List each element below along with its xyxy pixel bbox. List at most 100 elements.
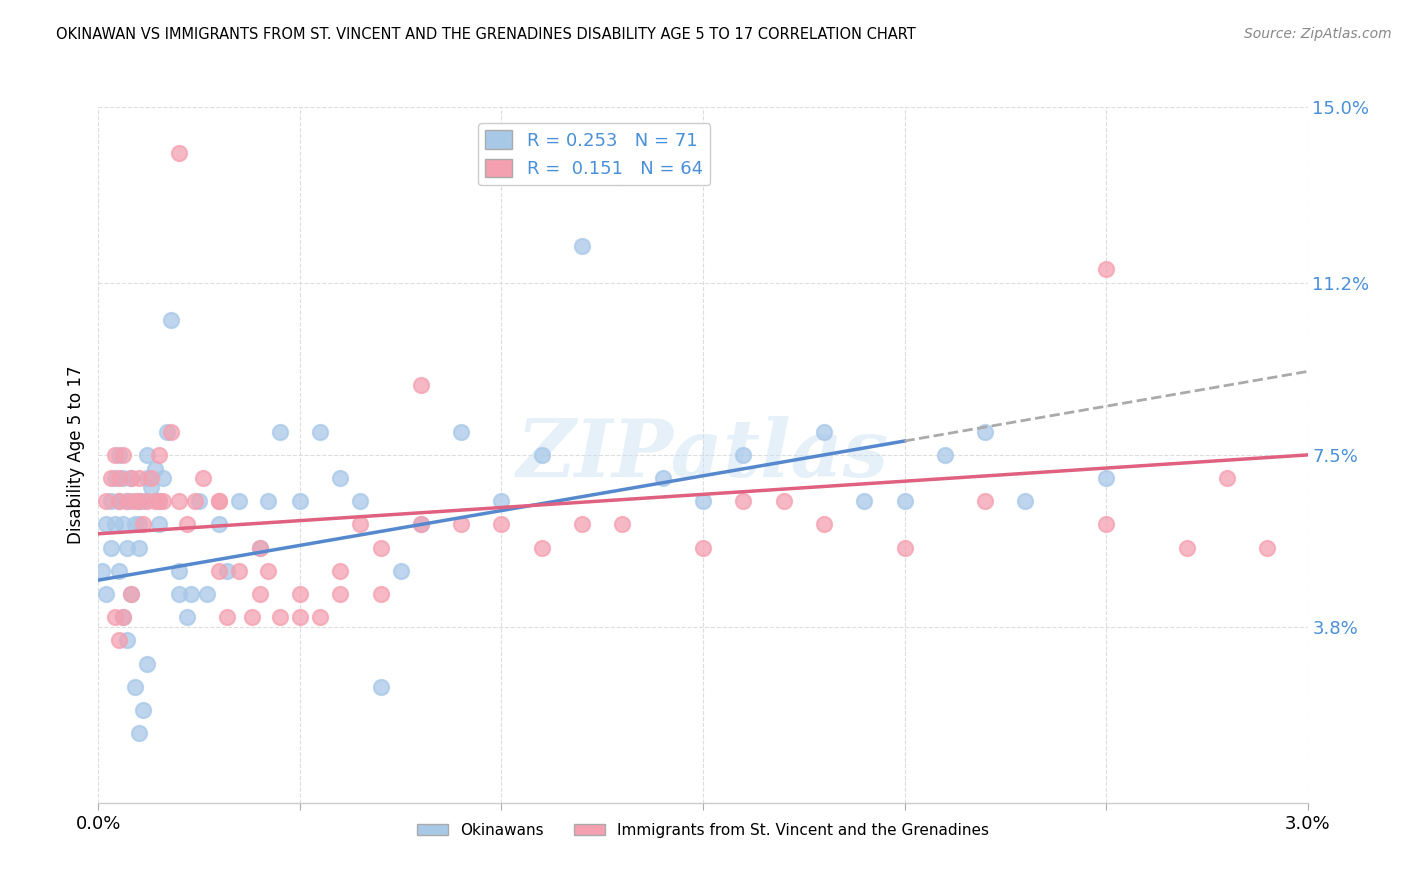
Point [176, 610, 198, 624]
Point [853, 494, 876, 508]
Point [167, 564, 190, 578]
Point [1175, 541, 1198, 555]
Point [100, 471, 122, 485]
Point [1216, 471, 1239, 485]
Point [135, 471, 157, 485]
Point [188, 494, 211, 508]
Point [217, 610, 239, 624]
Point [530, 541, 553, 555]
Point [692, 541, 714, 555]
Point [193, 471, 215, 485]
Point [974, 494, 997, 508]
Point [167, 494, 190, 508]
Point [111, 471, 134, 485]
Point [124, 517, 146, 532]
Point [450, 517, 472, 532]
Point [111, 610, 134, 624]
Point [107, 494, 129, 508]
Point [91, 564, 114, 578]
Point [195, 587, 218, 601]
Point [409, 378, 432, 392]
Point [934, 448, 956, 462]
Point [288, 610, 311, 624]
Point [111, 448, 134, 462]
Point [143, 462, 166, 476]
Y-axis label: Disability Age 5 to 17: Disability Age 5 to 17 [66, 366, 84, 544]
Point [135, 494, 157, 508]
Point [228, 494, 250, 508]
Point [103, 471, 125, 485]
Point [124, 494, 146, 508]
Point [148, 494, 170, 508]
Point [128, 471, 150, 485]
Point [1095, 262, 1118, 277]
Point [893, 541, 915, 555]
Point [208, 494, 231, 508]
Point [167, 146, 190, 161]
Point [120, 471, 142, 485]
Point [132, 494, 155, 508]
Point [160, 425, 183, 439]
Point [103, 448, 125, 462]
Point [100, 494, 122, 508]
Point [132, 517, 155, 532]
Point [135, 448, 157, 462]
Point [128, 494, 150, 508]
Text: Source: ZipAtlas.com: Source: ZipAtlas.com [1244, 27, 1392, 41]
Point [135, 657, 157, 671]
Point [974, 425, 997, 439]
Point [208, 494, 231, 508]
Point [176, 517, 198, 532]
Point [733, 494, 755, 508]
Point [692, 494, 714, 508]
Point [128, 517, 150, 532]
Point [240, 610, 263, 624]
Point [115, 541, 138, 555]
Point [107, 564, 129, 578]
Point [349, 494, 371, 508]
Point [491, 517, 513, 532]
Point [249, 541, 271, 555]
Point [349, 517, 371, 532]
Point [103, 517, 125, 532]
Point [96, 494, 118, 508]
Point [651, 471, 673, 485]
Point [1095, 471, 1118, 485]
Point [249, 541, 271, 555]
Point [96, 587, 118, 601]
Point [612, 517, 634, 532]
Point [107, 448, 129, 462]
Point [115, 494, 138, 508]
Point [148, 448, 170, 462]
Point [124, 680, 146, 694]
Point [143, 494, 166, 508]
Point [389, 564, 412, 578]
Point [132, 703, 155, 717]
Point [160, 313, 183, 327]
Point [107, 633, 129, 648]
Legend: Okinawans, Immigrants from St. Vincent and the Grenadines: Okinawans, Immigrants from St. Vincent a… [411, 817, 995, 844]
Point [167, 587, 190, 601]
Point [288, 494, 311, 508]
Point [893, 494, 915, 508]
Point [120, 494, 142, 508]
Point [571, 239, 593, 253]
Point [612, 169, 634, 184]
Point [100, 541, 122, 555]
Point [329, 564, 352, 578]
Point [208, 517, 231, 532]
Point [180, 587, 202, 601]
Point [152, 494, 174, 508]
Point [269, 610, 291, 624]
Point [139, 471, 162, 485]
Point [733, 448, 755, 462]
Point [96, 517, 118, 532]
Point [217, 564, 239, 578]
Text: ZIPatlas: ZIPatlas [517, 417, 889, 493]
Point [813, 517, 835, 532]
Point [111, 517, 134, 532]
Point [120, 587, 142, 601]
Point [139, 480, 162, 494]
Point [184, 494, 207, 508]
Point [450, 425, 472, 439]
